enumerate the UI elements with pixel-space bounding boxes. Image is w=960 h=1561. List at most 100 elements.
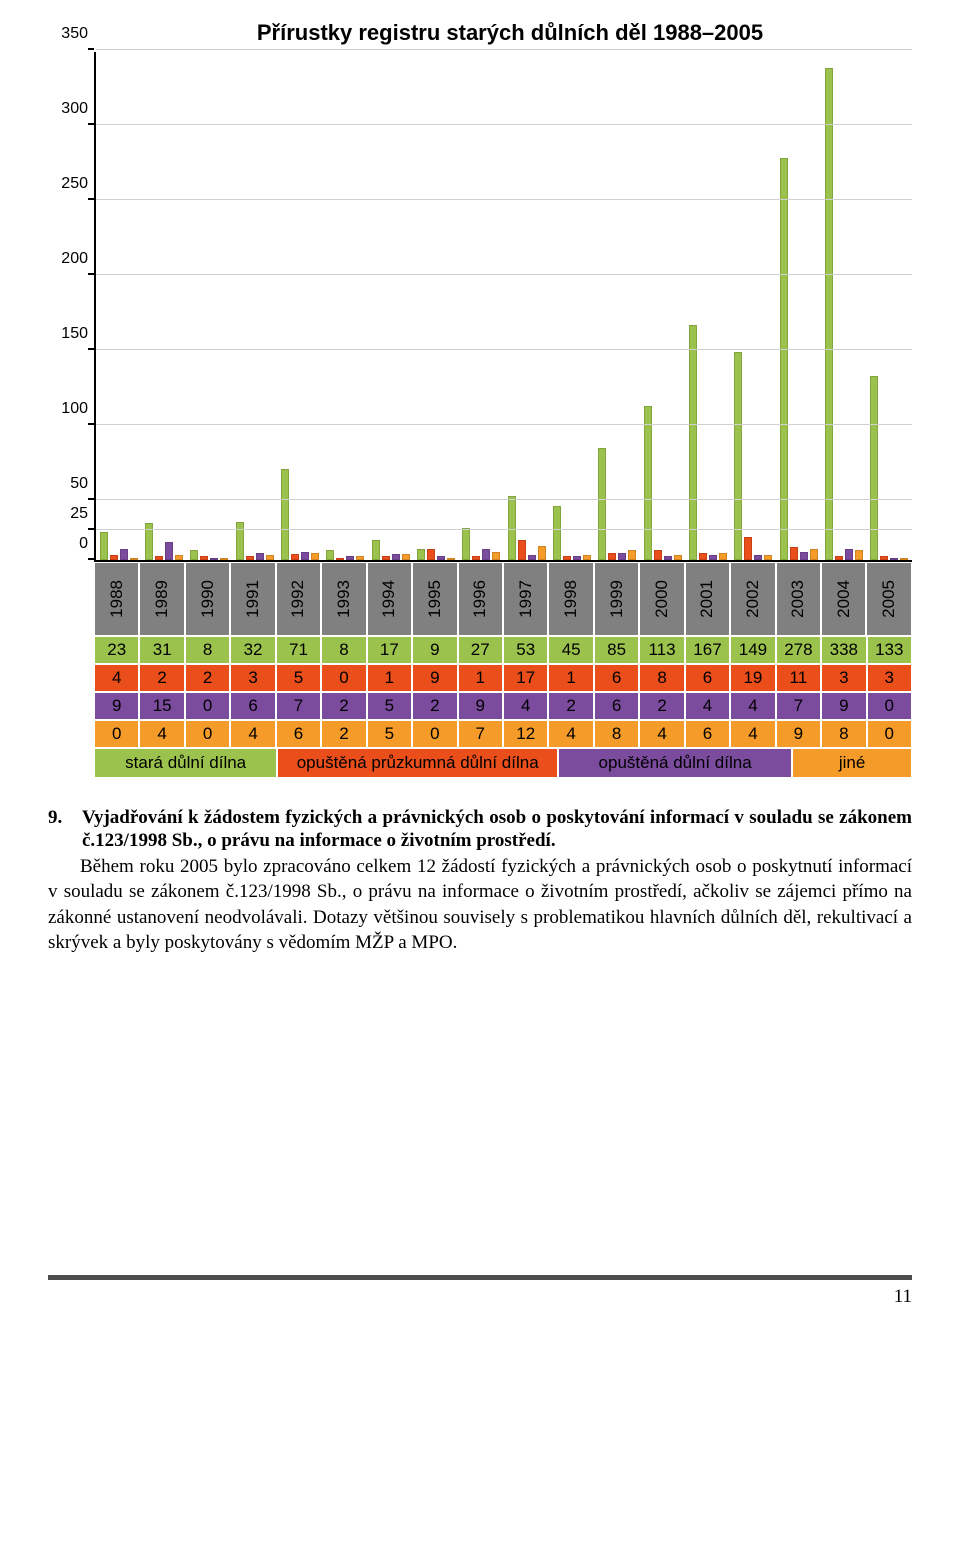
bar (553, 506, 561, 560)
bar (608, 553, 616, 560)
table-cell: 9 (776, 720, 821, 748)
bar (311, 553, 319, 560)
bar (835, 556, 843, 560)
table-cell: 6 (276, 720, 321, 748)
table-cell: 9 (94, 692, 139, 720)
chart-plot (94, 52, 912, 562)
bar (855, 550, 863, 560)
xaxis-year: 1995 (412, 562, 457, 636)
xaxis-year: 1994 (367, 562, 412, 636)
ytick-label: 300 (61, 100, 88, 118)
bar (190, 550, 198, 560)
table-cell: 0 (321, 664, 366, 692)
table-cell: 3 (821, 664, 866, 692)
bar (427, 549, 435, 560)
chart-container: Přírustky registru starých důlních děl 1… (48, 20, 912, 778)
table-cell: 8 (639, 664, 684, 692)
bar (674, 555, 682, 560)
table-cell: 7 (458, 720, 503, 748)
ytick-label: 100 (61, 400, 88, 418)
chart-plot-area: 02550100150200250300350 (48, 52, 912, 562)
table-cell: 27 (458, 636, 503, 664)
bar (236, 522, 244, 560)
body-text: 9.Vyjadřování k žádostem fyzických a prá… (48, 806, 912, 955)
legend-item: opuštěná důlní dílna (558, 748, 792, 778)
section-number: 9. (48, 806, 82, 829)
bar-group (640, 52, 685, 560)
bar (744, 537, 752, 560)
table-cell: 278 (776, 636, 821, 664)
bar (890, 558, 898, 560)
table-cell: 2 (412, 692, 457, 720)
bar (644, 406, 652, 561)
table-cell: 7 (776, 692, 821, 720)
bar (281, 469, 289, 561)
bar (754, 555, 762, 560)
bar (356, 556, 364, 560)
bar (825, 68, 833, 560)
bar (538, 546, 546, 560)
bar (200, 556, 208, 560)
ytick-label: 250 (61, 175, 88, 193)
table-cell: 2 (139, 664, 184, 692)
table-cell: 1 (458, 664, 503, 692)
table-cell: 6 (594, 664, 639, 692)
table-cell: 5 (367, 692, 412, 720)
xaxis-year: 1996 (458, 562, 503, 636)
bar (664, 556, 672, 560)
table-cell: 2 (321, 692, 366, 720)
bar-group (232, 52, 277, 560)
bar (563, 556, 571, 560)
bar-group (459, 52, 504, 560)
table-cell: 4 (230, 720, 275, 748)
table-cell: 4 (639, 720, 684, 748)
table-cell: 19 (730, 664, 775, 692)
xaxis-year: 1997 (503, 562, 548, 636)
table-cell: 17 (367, 636, 412, 664)
table-cell: 9 (458, 692, 503, 720)
xaxis-year: 2002 (730, 562, 775, 636)
table-cell: 0 (185, 692, 230, 720)
bar (246, 556, 254, 560)
bar (266, 555, 274, 560)
table-cell: 4 (730, 692, 775, 720)
table-cell: 3 (867, 664, 912, 692)
bar (492, 552, 500, 560)
bar (583, 555, 591, 560)
bar-group (368, 52, 413, 560)
bar (699, 553, 707, 560)
bar (618, 553, 626, 560)
table-cell: 1 (367, 664, 412, 692)
ytick-label: 0 (79, 535, 88, 553)
table-cell: 12 (503, 720, 548, 748)
xaxis-year: 1999 (594, 562, 639, 636)
table-cell: 8 (821, 720, 866, 748)
table-cell: 15 (139, 692, 184, 720)
chart-bars (96, 52, 912, 560)
bar (709, 555, 717, 560)
xaxis-year: 1993 (321, 562, 366, 636)
table-cell: 23 (94, 636, 139, 664)
bar (155, 556, 163, 560)
bar (689, 325, 697, 561)
xaxis-year: 2004 (821, 562, 866, 636)
bar (598, 448, 606, 561)
table-cell: 2 (185, 664, 230, 692)
section-heading: 9.Vyjadřování k žádostem fyzických a prá… (48, 806, 912, 852)
table-cell: 3 (230, 664, 275, 692)
bar (336, 558, 344, 560)
bar (256, 553, 264, 560)
xaxis-year: 2001 (685, 562, 730, 636)
bar (130, 558, 138, 560)
table-cell: 9 (412, 664, 457, 692)
table-cell: 2 (321, 720, 366, 748)
bar-group (595, 52, 640, 560)
bar (528, 555, 536, 560)
bar (800, 552, 808, 560)
bar-group (776, 52, 821, 560)
chart-legend: stará důlní dílnaopuštěná průzkumná důln… (94, 748, 912, 778)
bar-group (867, 52, 912, 560)
xaxis-year: 2000 (639, 562, 684, 636)
table-cell: 133 (867, 636, 912, 664)
bar (518, 540, 526, 560)
